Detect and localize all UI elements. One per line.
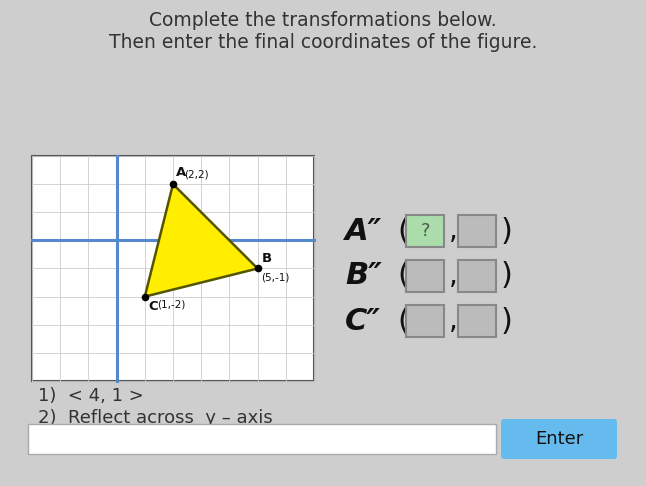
Text: ): ) — [501, 216, 513, 245]
Text: ,: , — [449, 217, 458, 245]
Bar — [458, 215, 496, 247]
Text: A″: A″ — [345, 216, 382, 245]
Text: (: ( — [397, 216, 409, 245]
Text: 2)  Reflect across  y – axis: 2) Reflect across y – axis — [38, 409, 273, 427]
Bar — [406, 305, 444, 337]
Text: (5,-1): (5,-1) — [262, 273, 290, 282]
Text: B: B — [262, 253, 272, 265]
Text: (2,2): (2,2) — [184, 169, 209, 179]
Text: C: C — [149, 300, 158, 312]
Bar — [28, 424, 496, 454]
Text: 1)  < 4, 1 >: 1) < 4, 1 > — [38, 387, 144, 405]
Text: Then enter the final coordinates of the figure.: Then enter the final coordinates of the … — [109, 34, 537, 52]
Polygon shape — [145, 184, 258, 296]
Text: Complete the transformations below.: Complete the transformations below. — [149, 12, 497, 31]
Text: ?: ? — [421, 222, 430, 240]
FancyBboxPatch shape — [501, 419, 617, 459]
Bar — [406, 215, 444, 247]
Text: (: ( — [397, 261, 409, 291]
Text: C″: C″ — [345, 307, 381, 335]
Text: Enter: Enter — [535, 430, 583, 448]
Text: ): ) — [501, 307, 513, 335]
Bar — [458, 305, 496, 337]
Text: ): ) — [501, 261, 513, 291]
Text: A: A — [176, 166, 186, 179]
Bar — [406, 260, 444, 292]
Text: ,: , — [449, 307, 458, 335]
Bar — [458, 260, 496, 292]
Text: B″: B″ — [345, 261, 382, 291]
Text: (: ( — [397, 307, 409, 335]
Bar — [32, 156, 314, 381]
Text: (1,-2): (1,-2) — [157, 300, 185, 310]
Text: ,: , — [449, 262, 458, 290]
